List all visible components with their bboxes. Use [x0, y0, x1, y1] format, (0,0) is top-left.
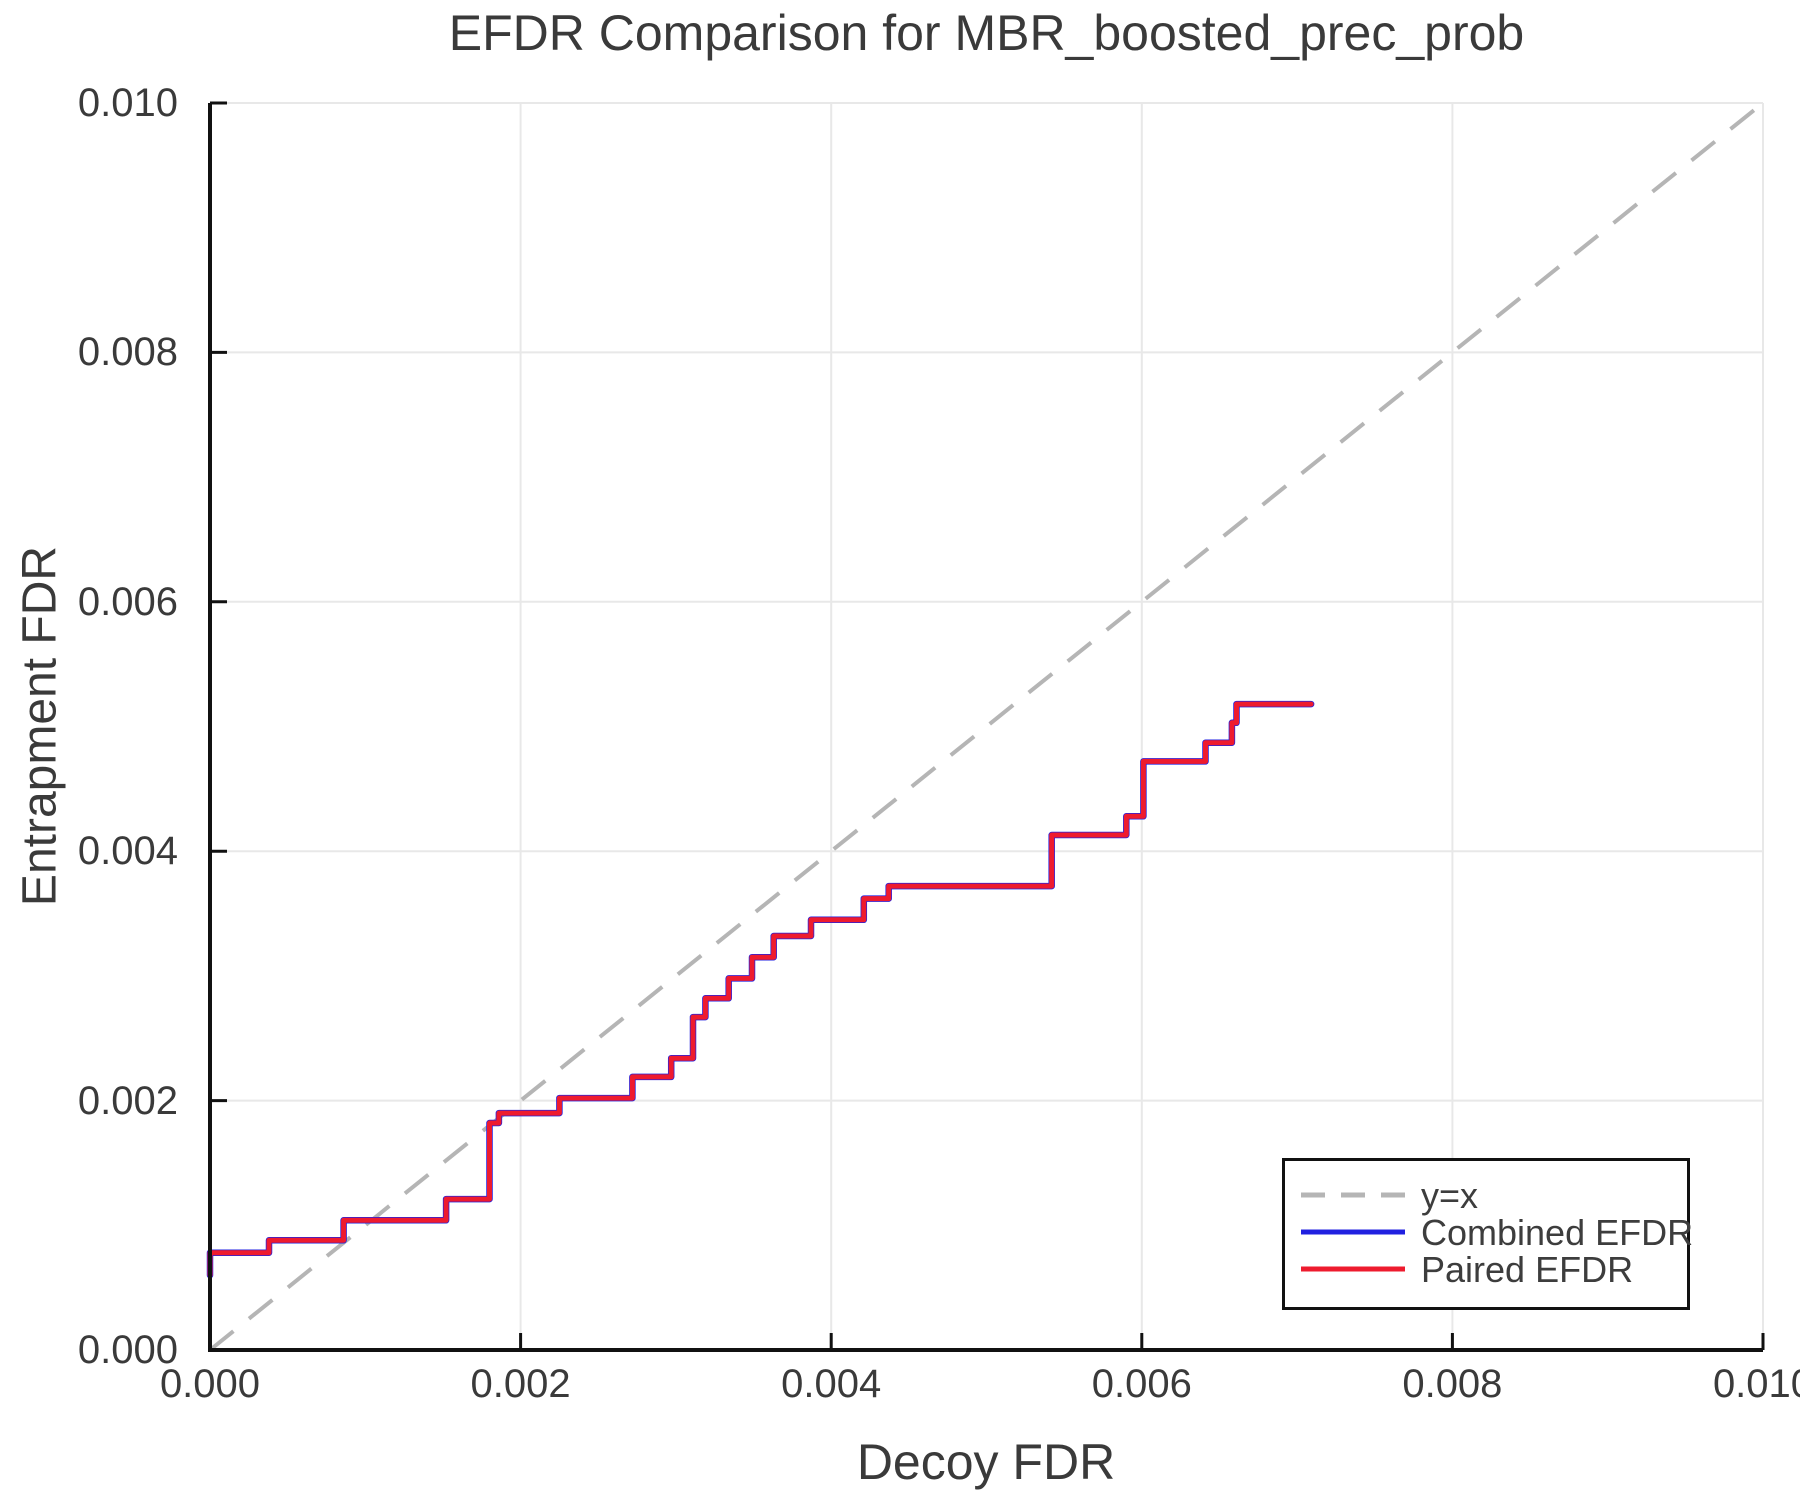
axes: [208, 101, 1765, 1352]
legend-label: y=x: [1421, 1175, 1479, 1216]
legend-item-paired-efdr: Paired EFDR: [1299, 1251, 1687, 1288]
x-tick-label: 0.004: [781, 1362, 882, 1406]
y-tick-label: 0.002: [77, 1078, 178, 1123]
legend-label: Paired EFDR: [1421, 1249, 1634, 1290]
combined-efdr-line-sample: [1301, 1229, 1405, 1235]
gridlines: [209, 102, 1764, 1351]
legend-item-identity: y=x: [1299, 1177, 1687, 1214]
y-tick-label: 0.000: [77, 1328, 178, 1372]
x-tick-label: 0.010: [1712, 1362, 1800, 1406]
y-tick-label: 0.008: [77, 330, 178, 375]
x-tick-label: 0.000: [159, 1362, 261, 1406]
paired-efdr-line-sample: [1301, 1266, 1405, 1272]
x-tick-label: 0.002: [470, 1362, 571, 1406]
series-y-x: [208, 101, 1765, 1352]
x-tick-label: 0.006: [1091, 1362, 1192, 1406]
y-tick-label: 0.004: [77, 829, 178, 874]
identity-line-sample: [1301, 1192, 1405, 1198]
chart-title: EFDR Comparison for MBR_boosted_prec_pro…: [448, 5, 1525, 61]
series-combined-efdr: [206, 700, 1315, 1279]
series-paired-efdr: [207, 701, 1314, 1278]
x-axis-title: Decoy FDR: [856, 1434, 1116, 1490]
y-tick-label: 0.010: [77, 81, 178, 125]
legend-label: Combined EFDR: [1421, 1212, 1694, 1253]
x-tick-label: 0.008: [1402, 1362, 1503, 1406]
y-tick-label: 0.006: [77, 579, 178, 624]
series-lines: [206, 101, 1765, 1352]
legend: y=x Combined EFDR Paired EFDR: [1282, 1158, 1693, 1310]
legend-item-combined-efdr: Combined EFDR: [1299, 1214, 1693, 1251]
